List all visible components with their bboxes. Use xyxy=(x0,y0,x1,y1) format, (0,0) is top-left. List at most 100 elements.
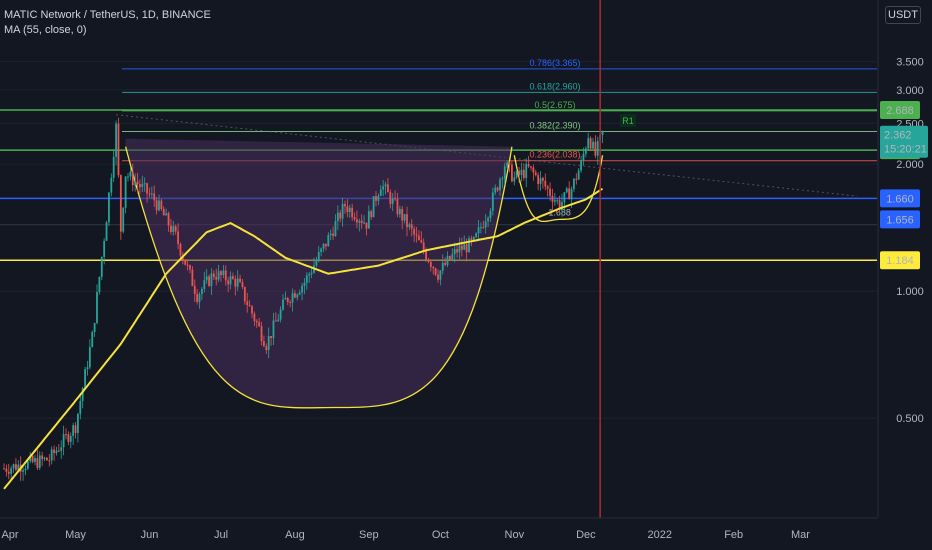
candle xyxy=(310,267,313,279)
candle xyxy=(167,211,170,232)
time-tick-label: Oct xyxy=(432,529,449,541)
candle-body xyxy=(189,265,191,270)
candle xyxy=(444,257,447,267)
candle-body xyxy=(556,200,559,202)
candle xyxy=(108,191,110,227)
candle-body xyxy=(294,293,296,298)
candle-body xyxy=(396,199,399,215)
candle-body xyxy=(418,235,420,241)
candle-body xyxy=(453,249,456,255)
candle xyxy=(499,176,501,196)
candle xyxy=(511,160,513,183)
candle-body xyxy=(246,301,249,306)
candle xyxy=(93,322,96,337)
candle-body xyxy=(41,455,44,460)
time-axis: Apr May Jun Jul Aug Sep Oct Nov Dec 2022 Feb Mar xyxy=(0,517,877,541)
candle xyxy=(582,147,585,166)
candle-body xyxy=(170,225,172,232)
candle-body xyxy=(563,192,566,203)
candle xyxy=(420,231,423,244)
candle-body xyxy=(93,322,96,332)
candle xyxy=(227,276,230,293)
candle xyxy=(193,279,196,302)
candle xyxy=(575,173,578,185)
candle xyxy=(96,284,98,325)
candle-body xyxy=(112,156,115,178)
candle-body xyxy=(408,224,411,228)
candle xyxy=(456,243,458,258)
candle-body xyxy=(382,186,385,190)
candle xyxy=(546,184,549,197)
candle xyxy=(389,189,392,209)
candle-body xyxy=(122,207,125,232)
candle-body xyxy=(139,184,141,188)
candle-body xyxy=(174,226,177,232)
candle xyxy=(41,451,44,467)
candle-body xyxy=(98,276,101,292)
candle-body xyxy=(158,200,160,211)
candle xyxy=(458,237,461,260)
candle-body xyxy=(10,468,13,474)
candle xyxy=(91,330,94,348)
candle xyxy=(117,117,120,178)
candle-body xyxy=(165,213,168,216)
candle-body xyxy=(506,162,509,167)
candle-body xyxy=(50,449,53,461)
candle-body xyxy=(108,192,110,223)
price-axis: 3.5003.0002.5002.0001.0000.5002.6882.160… xyxy=(877,0,932,550)
candle-body xyxy=(179,243,182,256)
currency-badge[interactable]: USDT xyxy=(885,6,921,24)
price-tick-label: 2.000 xyxy=(896,159,924,171)
candle-body xyxy=(439,270,442,280)
candle-body xyxy=(434,268,437,275)
candle-body xyxy=(215,277,218,280)
candle xyxy=(453,242,456,263)
candle-body xyxy=(336,212,339,222)
candle-body xyxy=(232,276,234,279)
candle-body xyxy=(339,212,342,219)
candle xyxy=(408,222,411,231)
candle xyxy=(277,314,280,322)
candle-body xyxy=(389,192,392,204)
candle-body xyxy=(184,259,187,265)
candle-body xyxy=(310,272,313,275)
candle-body xyxy=(296,294,299,298)
candle-body xyxy=(463,244,466,250)
candle-body xyxy=(353,217,356,220)
candle-body xyxy=(34,458,36,462)
candle-body xyxy=(577,170,580,180)
candle-body xyxy=(403,214,406,221)
candle-body xyxy=(427,259,430,262)
candle-body xyxy=(203,280,206,289)
candle xyxy=(477,219,480,241)
candle-body xyxy=(363,222,365,224)
candle xyxy=(270,335,272,346)
candle-body xyxy=(212,273,215,278)
candle xyxy=(553,192,556,206)
candle-body xyxy=(561,202,563,210)
candle xyxy=(84,366,86,389)
candle-body xyxy=(501,178,504,180)
price-level-tag-label: 1.656 xyxy=(886,214,914,226)
candle-body xyxy=(391,198,394,204)
candle-body xyxy=(494,187,497,193)
candle-body xyxy=(263,341,265,347)
candle-body xyxy=(365,222,368,229)
candle-body xyxy=(229,276,232,285)
candle xyxy=(72,422,75,445)
candle xyxy=(265,343,268,355)
candle-body xyxy=(115,123,117,157)
candle xyxy=(360,214,363,229)
candle xyxy=(494,184,497,196)
candle-body xyxy=(236,278,239,287)
candle xyxy=(279,306,282,323)
candle xyxy=(501,176,504,189)
candle xyxy=(580,155,582,173)
indicator-label: MA (55, close, 0) xyxy=(4,24,87,36)
candle-body xyxy=(472,237,475,241)
candle-body xyxy=(589,138,592,149)
candle-body xyxy=(105,222,108,241)
candle-body xyxy=(255,321,258,323)
candle-body xyxy=(553,200,556,202)
